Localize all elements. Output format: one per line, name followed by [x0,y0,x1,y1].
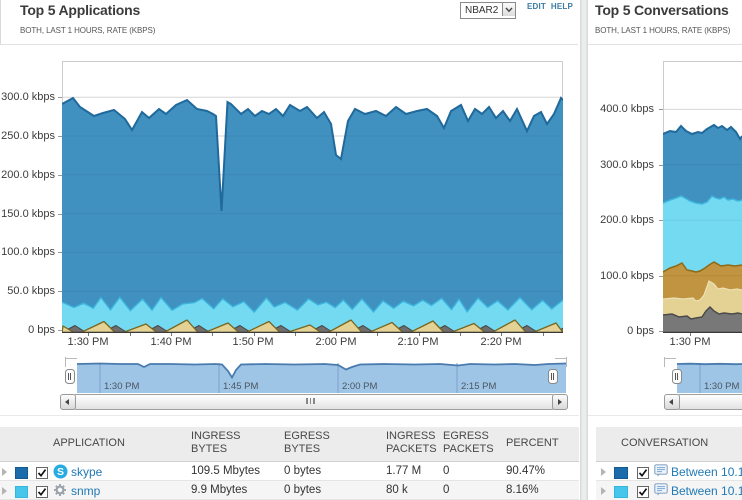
svg-text:S: S [57,466,64,478]
